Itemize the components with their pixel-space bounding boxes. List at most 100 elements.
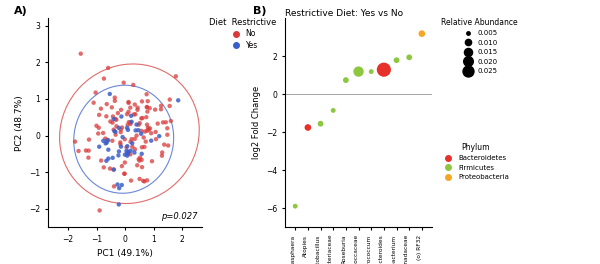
Point	[154, 134, 164, 138]
Point	[134, 158, 144, 163]
Point	[91, 91, 100, 95]
Point	[130, 137, 140, 141]
Point	[143, 99, 152, 103]
Point	[136, 129, 146, 133]
Point	[99, 77, 109, 81]
Point	[133, 128, 143, 132]
Point	[137, 145, 147, 149]
Point	[120, 137, 130, 141]
Point	[112, 124, 121, 128]
Point	[127, 137, 136, 141]
Point	[110, 129, 119, 133]
Point	[163, 126, 172, 130]
Point	[126, 149, 136, 153]
Point	[165, 97, 175, 102]
Point	[137, 99, 147, 103]
Point	[156, 107, 166, 111]
Point	[341, 78, 350, 82]
Point	[70, 139, 80, 144]
Point	[94, 113, 104, 117]
Point	[140, 129, 149, 134]
Point	[97, 158, 106, 163]
Point	[417, 31, 427, 36]
Point	[135, 177, 145, 181]
Point	[151, 107, 160, 112]
Point	[102, 102, 112, 106]
Point	[145, 106, 154, 110]
Point	[130, 147, 140, 151]
Point	[125, 106, 135, 110]
Point	[122, 126, 132, 130]
Point	[122, 149, 131, 153]
Point	[290, 204, 300, 208]
Point	[115, 186, 124, 190]
Point	[101, 159, 111, 163]
Point	[156, 104, 166, 108]
Point	[103, 138, 112, 142]
Legend: Bacteroidetes, Firmicutes, Proteobacteria: Bacteroidetes, Firmicutes, Proteobacteri…	[442, 143, 509, 180]
Point	[171, 74, 181, 78]
Point	[84, 149, 94, 153]
Point	[109, 184, 119, 188]
Point	[146, 131, 156, 135]
Text: p=0.027: p=0.027	[161, 212, 197, 221]
Point	[122, 145, 131, 149]
Point	[133, 163, 142, 167]
Point	[139, 135, 148, 140]
Point	[105, 92, 115, 96]
Point	[114, 126, 124, 130]
Point	[165, 104, 175, 108]
Point	[144, 127, 154, 131]
Point	[108, 156, 118, 160]
Point	[92, 124, 101, 128]
Point	[127, 114, 136, 118]
Point	[135, 121, 145, 125]
Point	[119, 81, 128, 85]
Point	[131, 128, 140, 133]
Point	[134, 122, 143, 127]
Point	[119, 172, 129, 176]
Point	[142, 105, 152, 109]
Point	[107, 139, 117, 143]
Point	[137, 152, 146, 156]
Point	[120, 153, 130, 157]
Point	[117, 183, 127, 187]
Point	[146, 139, 156, 143]
Point	[114, 202, 124, 206]
Point	[166, 119, 176, 123]
Point	[113, 153, 123, 157]
Point	[117, 164, 127, 168]
Point	[157, 154, 167, 158]
Point	[126, 178, 136, 183]
Point	[137, 158, 146, 162]
Point	[147, 159, 157, 163]
Point	[116, 108, 126, 112]
Legend: No, Yes: No, Yes	[209, 18, 277, 50]
Point	[102, 140, 112, 145]
Point	[392, 58, 401, 62]
Point	[109, 128, 118, 132]
Point	[173, 98, 183, 102]
Point	[125, 152, 135, 157]
Point	[124, 101, 133, 105]
Point	[76, 51, 86, 56]
Point	[94, 131, 103, 136]
Point	[158, 120, 168, 125]
Point	[96, 107, 106, 111]
Point	[151, 137, 161, 141]
Point	[104, 157, 113, 161]
Point	[111, 133, 121, 137]
Point	[124, 152, 133, 156]
Point	[143, 110, 152, 114]
Point	[132, 134, 142, 138]
Point	[125, 120, 135, 124]
Point	[130, 102, 140, 107]
Point	[115, 140, 125, 144]
Point	[131, 112, 140, 116]
Point	[316, 122, 325, 126]
Point	[105, 167, 115, 171]
Y-axis label: PC2 (48.7%): PC2 (48.7%)	[14, 95, 23, 151]
Text: B): B)	[253, 6, 266, 16]
Point	[98, 131, 108, 135]
Point	[117, 125, 127, 130]
